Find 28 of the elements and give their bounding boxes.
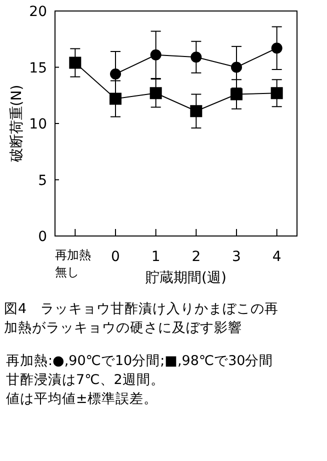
point: [150, 49, 162, 60]
point: [150, 87, 162, 100]
point: [231, 62, 242, 73]
x-tick-label: 再加熱無し: [55, 248, 91, 279]
point: [190, 105, 202, 118]
point: [110, 68, 121, 80]
point: [110, 92, 122, 105]
point: [271, 42, 282, 54]
text: 図4 ラッキョウ甘酢漬け入りかまぼこの再加熱がラッキョウの硬さに及ぼす影響: [4, 300, 280, 338]
point: [69, 56, 82, 69]
y-tick-label: 20: [29, 4, 47, 20]
x-axis-title: 貯蔵期間(週): [146, 270, 226, 286]
text: 甘酢浸漬は7℃、2週間。: [6, 371, 166, 390]
y-tick-label: 10: [29, 116, 47, 132]
y-tick-label: 5: [38, 172, 47, 189]
y-tick-label: 0: [38, 229, 47, 245]
x-tick-label: 2: [192, 249, 201, 265]
text: 値は平均値±標準誤差。: [6, 390, 158, 409]
point: [190, 52, 202, 63]
x-tick-label: 1: [151, 249, 160, 265]
y-axis-title: 破断荷重(N): [9, 84, 25, 164]
text: 再加熱:●,90℃で10分間;■,98℃で30分間: [6, 352, 274, 371]
y-tick-label: 15: [29, 60, 47, 76]
point: [270, 87, 283, 100]
x-tick-label: 3: [232, 249, 241, 265]
x-tick-label: 0: [111, 249, 120, 265]
point: [230, 88, 242, 100]
x-tick-label: 4: [272, 249, 282, 265]
